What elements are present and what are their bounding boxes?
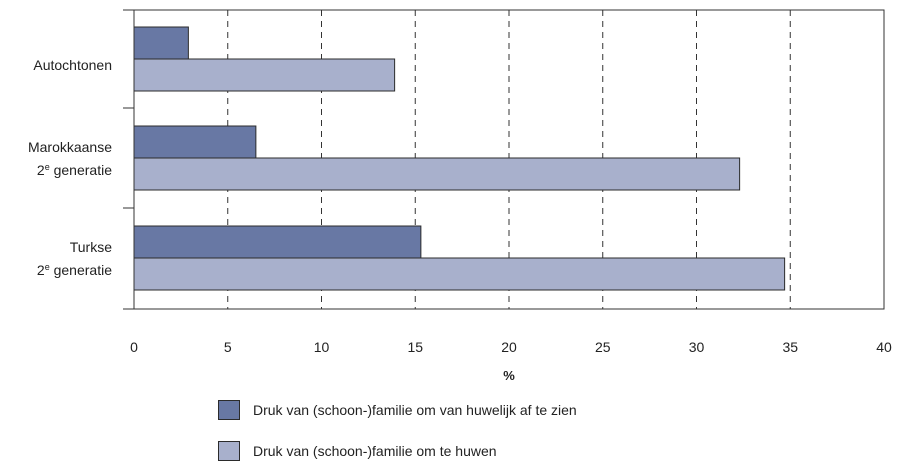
x-tick-label-15: 15 (407, 339, 423, 355)
x-tick-label-25: 25 (595, 339, 611, 355)
category-label-autochtonen: Autochtonen (33, 55, 112, 75)
category-label-line1: Marokkaanse (27, 139, 112, 155)
bar-series2-cat2 (133, 157, 741, 191)
category-label-line2: 2e generatie (36, 162, 112, 178)
x-tick-label-0: 0 (130, 339, 138, 355)
x-tick-label-20: 20 (501, 339, 517, 355)
legend-swatch-dark (218, 400, 240, 420)
category-label-marokkaanse: Marokkaanse 2e generatie (28, 137, 112, 180)
category-label-turkse: Turkse 2e generatie (37, 237, 112, 280)
superscript: e (44, 262, 50, 272)
bars (133, 26, 786, 291)
axes (123, 9, 885, 310)
bar-series1-cat2 (133, 125, 257, 159)
x-tick-label-30: 30 (689, 339, 705, 355)
bar-series2-cat1 (133, 58, 396, 92)
x-axis-title: % (503, 368, 515, 383)
x-tick-label-40: 40 (876, 339, 892, 355)
category-label-line2: 2e generatie (36, 262, 112, 278)
bar-series2-cat3 (133, 257, 786, 291)
legend-item-series-2: Druk van (schoon-)familie om te huwen (218, 441, 497, 461)
x-tick-label-5: 5 (224, 339, 232, 355)
legend-item-series-1: Druk van (schoon-)familie om van huwelij… (218, 400, 577, 420)
superscript: e (44, 162, 50, 172)
bar-series1-cat3 (133, 225, 422, 259)
plot-frame (133, 9, 885, 310)
legend-label: Druk van (schoon-)familie om te huwen (253, 443, 497, 459)
x-tick-labels: 0 5 10 15 20 25 30 35 40 (130, 339, 892, 355)
legend-label: Druk van (schoon-)familie om van huwelij… (253, 402, 577, 418)
bar-series1-cat1 (133, 26, 189, 60)
category-label-line1: Autochtonen (33, 57, 112, 73)
x-tick-label-35: 35 (782, 339, 798, 355)
category-label-line1: Turkse (69, 239, 112, 255)
x-tick-label-10: 10 (314, 339, 330, 355)
legend-swatch-light (218, 441, 240, 461)
